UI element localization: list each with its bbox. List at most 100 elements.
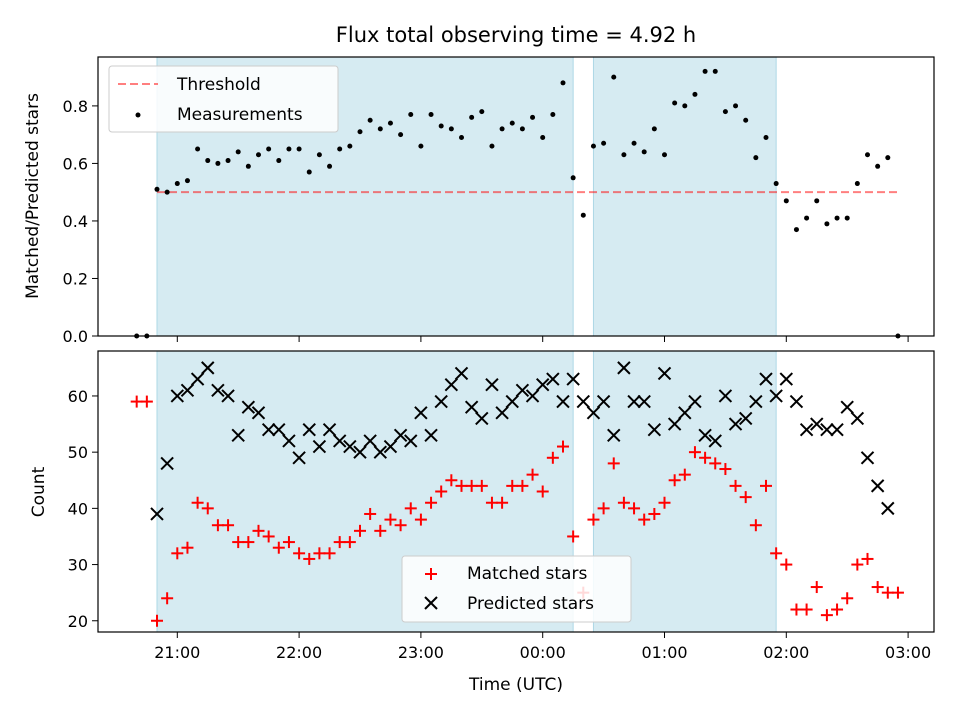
x-stroke-2	[201, 361, 215, 375]
measurement-point	[519, 126, 525, 132]
x-stroke-2	[881, 501, 895, 516]
matched-star-point	[161, 592, 174, 605]
predicted-star-point	[302, 422, 316, 437]
top-y-axis: 0.0 0.2 0.4 0.6 0.8	[63, 97, 98, 346]
matched-star-point	[607, 457, 620, 470]
predicted-star-point	[485, 378, 499, 392]
y-tick-label-20: 20	[68, 612, 88, 631]
matched-star-point	[648, 507, 661, 520]
x-stroke-2	[637, 394, 651, 409]
predicted-star-point	[708, 434, 722, 448]
matched-star-point	[343, 536, 356, 549]
matched-star-point	[151, 614, 163, 627]
y-tick-label-0.6: 0.6	[63, 154, 88, 173]
predicted-star-point	[434, 394, 448, 409]
measurement-point	[479, 109, 485, 115]
x-stroke-2	[363, 434, 377, 448]
measurement-point	[266, 146, 272, 152]
y-tick-label-30: 30	[68, 556, 88, 575]
matched-star-point	[201, 502, 214, 515]
measurement-point	[662, 152, 667, 158]
x-stroke-2	[860, 451, 875, 465]
measurement-point	[408, 112, 414, 118]
predicted-star-point	[353, 445, 367, 459]
predicted-star-point	[464, 400, 479, 414]
bottom-x-axis: 21:00 22:00 23:00 00:00 01:00 02:00 03:00	[154, 632, 931, 662]
matched-star-point	[881, 586, 894, 599]
predicted-star-point	[546, 372, 560, 386]
matched-star-point	[140, 395, 153, 408]
matched-star-point	[394, 519, 407, 532]
x-stroke-2	[495, 406, 509, 420]
x-stroke-2	[464, 400, 479, 414]
matched-star-point	[557, 440, 569, 453]
x-stroke-2	[505, 394, 519, 409]
matched-star-point	[242, 536, 255, 549]
x-stroke-2	[596, 394, 611, 409]
measurement-point	[316, 152, 322, 158]
matched-star-point	[455, 479, 468, 492]
matched-star-point	[739, 491, 752, 504]
measurement-point	[550, 112, 556, 118]
measurement-point	[702, 68, 708, 74]
measurement-point	[489, 143, 495, 149]
x-stroke-2	[870, 479, 885, 493]
predicted-star-point	[150, 507, 164, 521]
measurement-point	[195, 146, 201, 152]
measurement-point	[225, 158, 231, 164]
top-panel: 0.00.20.40.60.8 Matched/Predicted stars …	[23, 56, 935, 346]
x-tick-label-00:00: 00:00	[520, 643, 566, 662]
matched-star-point	[465, 479, 478, 492]
top-marks	[134, 68, 901, 339]
bottom-y-axis-label: Count	[29, 466, 49, 517]
predicted-star-point	[576, 394, 591, 409]
matched-star-point	[435, 485, 448, 498]
matched-star-point	[516, 479, 529, 492]
x-stroke-2	[678, 406, 692, 420]
x-stroke-2	[231, 428, 245, 443]
matched-star-point	[171, 547, 184, 560]
matched-star-point	[211, 519, 224, 532]
matched-star-point	[404, 502, 417, 515]
matched-star-point	[760, 479, 772, 492]
predicted-star-point	[535, 378, 550, 392]
x-stroke-2	[251, 406, 266, 420]
x-stroke-2	[414, 406, 428, 420]
matched-star-point	[536, 485, 549, 498]
predicted-star-point	[627, 394, 641, 409]
matched-star-point	[293, 547, 306, 560]
predicted-star-point	[637, 394, 651, 409]
x-stroke-2	[556, 394, 570, 409]
predicted-star-point	[160, 456, 174, 471]
matched-star-point	[323, 547, 336, 560]
y-tick-label-40: 40	[68, 499, 88, 518]
matched-star-point	[546, 451, 559, 464]
x-tick-label-01:00: 01:00	[641, 643, 687, 662]
x-tick-label-02:00: 02:00	[763, 643, 809, 662]
predicted-star-point	[424, 428, 438, 443]
x-stroke-2	[850, 411, 865, 426]
x-stroke-2	[373, 445, 388, 459]
matched-star-point	[800, 603, 813, 616]
predicted-star-point	[617, 361, 631, 375]
predicted-star-point	[647, 422, 662, 437]
measurement-point	[367, 117, 373, 123]
matched-star-point	[780, 558, 793, 571]
matched-star-point	[303, 552, 316, 565]
predicted-star-point	[414, 406, 428, 420]
bottom-legend-box	[401, 555, 632, 623]
x-stroke-2	[586, 406, 601, 420]
top-y-axis-label: Matched/Predicted stars	[23, 93, 43, 299]
measurement-point	[804, 215, 810, 221]
top-legend: Threshold Measurements	[108, 65, 339, 133]
predicted-star-point	[596, 394, 611, 409]
x-stroke-2	[566, 372, 580, 386]
matched-star-point	[364, 507, 377, 520]
measurement-point	[357, 129, 363, 135]
predicted-star-point	[201, 361, 215, 375]
x-stroke-2	[292, 451, 306, 465]
measurement-point	[387, 120, 393, 126]
matched-star-point	[496, 496, 509, 509]
predicted-star-point	[657, 366, 672, 381]
measurement-point	[621, 152, 627, 158]
